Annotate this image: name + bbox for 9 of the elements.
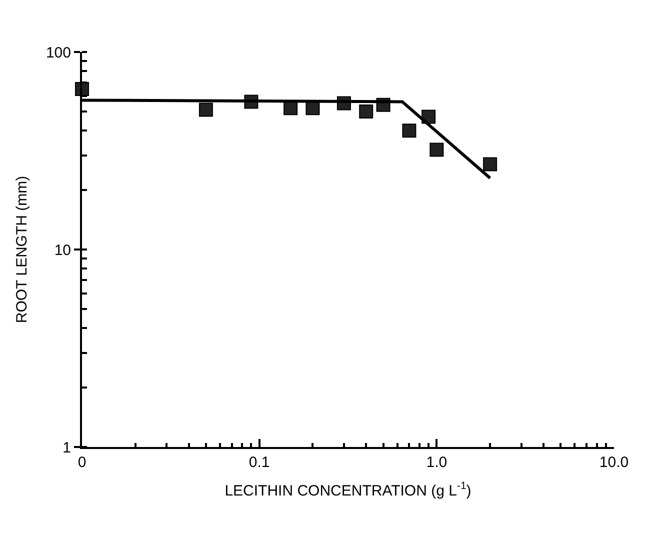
x-tick-label: 1.0 xyxy=(426,454,448,471)
y-tick-label: 10 xyxy=(54,242,71,259)
y-tick-label: 1 xyxy=(62,439,71,456)
x-axis-title: LECITHIN CONCENTRATION (g L$^{-1}$) xyxy=(224,480,472,500)
x-tick-label: 10.0 xyxy=(599,454,629,471)
y-axis-title: ROOT LENGTH (mm) xyxy=(14,176,31,324)
y-tick-label: 100 xyxy=(46,44,71,62)
x-tick-label: 0 xyxy=(78,454,86,471)
x-tick-label: 0.1 xyxy=(248,454,270,471)
